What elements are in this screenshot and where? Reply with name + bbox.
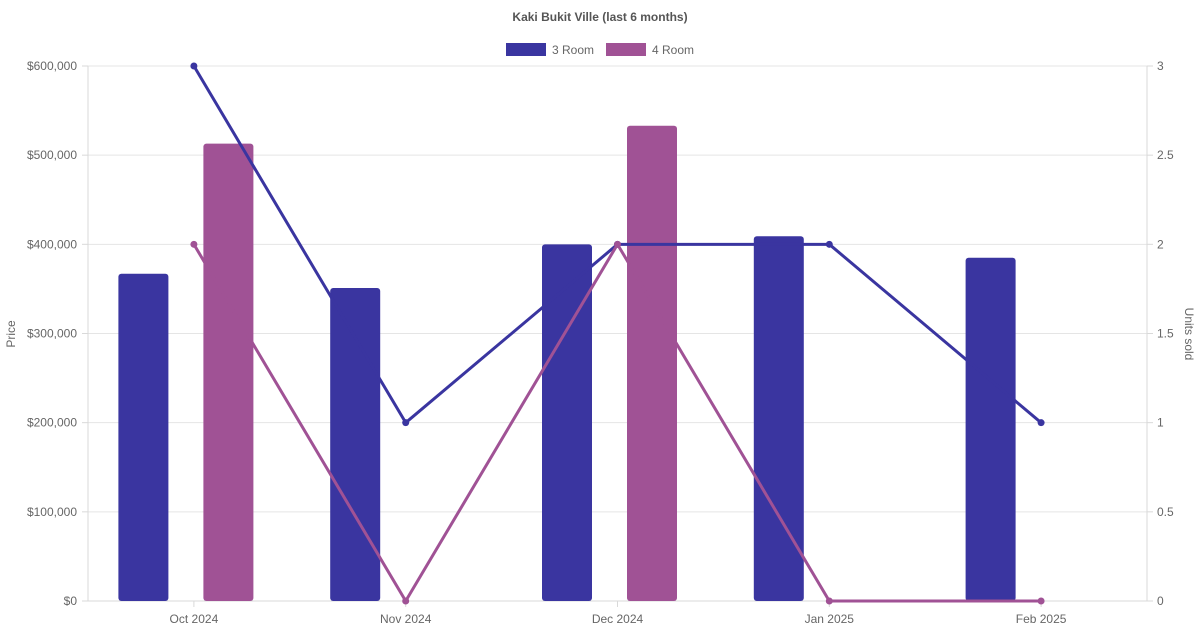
y-left-tick-label: $600,000 — [27, 59, 77, 73]
y-axis-left-title: Price — [4, 320, 18, 348]
y-left-tick-label: $400,000 — [27, 237, 77, 251]
legend-label: 3 Room — [552, 43, 594, 57]
y-right-tick-label: 1.5 — [1157, 327, 1174, 341]
y-left-tick-label: $200,000 — [27, 416, 77, 430]
bar-3-room — [118, 273, 169, 601]
bar-3-room — [330, 288, 381, 601]
y-right-tick-label: 2.5 — [1157, 148, 1174, 162]
y-right-tick-label: 2 — [1157, 237, 1164, 251]
bar-series — [118, 125, 1016, 602]
bar-4-room — [627, 125, 677, 601]
bar-4-room — [203, 143, 254, 601]
y-left-tick-label: $0 — [64, 594, 78, 608]
legend-item-4-room[interactable]: 4 Room — [606, 43, 694, 57]
bar-3-room — [965, 257, 1016, 601]
line-series — [190, 62, 1045, 605]
y-right-tick-label: 0.5 — [1157, 505, 1174, 519]
point-3-room — [402, 419, 410, 427]
legend-swatch — [606, 43, 646, 56]
x-tick-label: Oct 2024 — [170, 612, 219, 626]
point-4-room — [190, 240, 198, 248]
right-axis-ticks: 0 0.5 1 1.5 2 2.5 3 — [1157, 59, 1174, 608]
y-right-tick-label: 0 — [1157, 594, 1164, 608]
x-tick-label: Jan 2025 — [805, 612, 855, 626]
y-axis-right-title: Units sold — [1182, 308, 1196, 361]
y-left-tick-label: $300,000 — [27, 327, 77, 341]
point-4-room — [1037, 597, 1045, 605]
chart-title: Kaki Bukit Ville (last 6 months) — [512, 10, 687, 24]
legend-swatch — [506, 43, 546, 56]
x-tick-label: Dec 2024 — [592, 612, 644, 626]
x-tick-label: Feb 2025 — [1016, 612, 1067, 626]
legend-label: 4 Room — [652, 43, 694, 57]
point-3-room — [825, 240, 833, 248]
point-4-room — [825, 597, 833, 605]
x-tick-label: Nov 2024 — [380, 612, 432, 626]
y-right-tick-label: 1 — [1157, 416, 1164, 430]
point-3-room — [1037, 419, 1045, 427]
y-left-tick-label: $100,000 — [27, 505, 77, 519]
point-4-room — [614, 240, 621, 248]
y-left-tick-label: $500,000 — [27, 148, 77, 162]
legend-item-3-room[interactable]: 3 Room — [506, 43, 594, 57]
x-axis-ticks: Oct 2024 Nov 2024 Dec 2024 Jan 2025 Feb 2025 — [170, 601, 1067, 626]
bar-3-room — [753, 236, 804, 601]
bar-3-room — [542, 244, 592, 602]
legend[interactable]: 3 Room 4 Room — [506, 43, 694, 57]
y-right-tick-label: 3 — [1157, 59, 1164, 73]
point-4-room — [402, 597, 410, 605]
left-axis-ticks: $0 $100,000 $200,000 $300,000 $400,000 $500,0… — [27, 59, 77, 608]
point-3-room — [190, 62, 198, 70]
